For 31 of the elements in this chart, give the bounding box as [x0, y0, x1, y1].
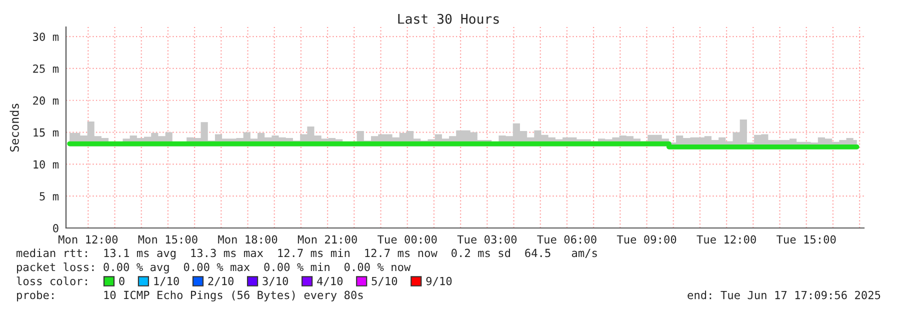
y-tick-label: 30 m — [33, 32, 59, 41]
text: probe: 10 ICMP Echo Pings (56 Bytes) every 80s — [17, 290, 363, 302]
x-tick-label: Tue 03:00 — [457, 235, 517, 244]
y-tick-label: 10 m — [34, 160, 59, 169]
legend-title: loss color: — [16, 276, 87, 286]
x-tick-label: Tue 12:00 — [696, 235, 756, 244]
text: end: Tue Jun 17 17:09:56 2025 — [688, 290, 880, 300]
y-tick-label: 15 m — [34, 128, 59, 137]
text: packet loss: 0.00 % avg 0.00 % max 0.00 % min 0.00 % now — [17, 262, 411, 274]
legend-label: 3/10 — [262, 276, 288, 286]
legend-label: 5/10 — [372, 276, 398, 286]
y-tick-label: 0 — [53, 224, 58, 232]
y-tick-label: 25 m — [33, 64, 59, 73]
x-tick-label: Mon 21:00 — [298, 235, 357, 244]
chart-title: Last 30 Hours — [398, 14, 499, 24]
legend-label: 0 — [119, 276, 124, 286]
x-tick-label: Mon 12:00 — [58, 235, 118, 244]
legend-label: 1/10 — [154, 276, 179, 286]
x-tick-label: Tue 09:00 — [616, 235, 676, 244]
x-tick-label: Tue 15:00 — [776, 235, 836, 244]
y-tick-label: 20 m — [33, 96, 59, 105]
x-tick-label: Tue 06:00 — [537, 235, 596, 244]
x-tick-label: Mon 18:00 — [218, 235, 278, 244]
y-axis-title: Seconds — [10, 104, 19, 152]
x-tick-label: Tue 00:00 — [378, 235, 437, 244]
legend-label: 2/10 — [208, 276, 234, 286]
legend-label: 4/10 — [317, 276, 343, 286]
y-tick-label: 5 m — [40, 192, 59, 201]
x-tick-label: Mon 15:00 — [138, 235, 198, 244]
legend-label: 9/10 — [426, 276, 452, 286]
text: median rtt: 13.1 ms avg 13.3 ms max 12.7 ms min 12.7 ms now 0.2 ms sd 64.5 am/s — [16, 248, 597, 260]
